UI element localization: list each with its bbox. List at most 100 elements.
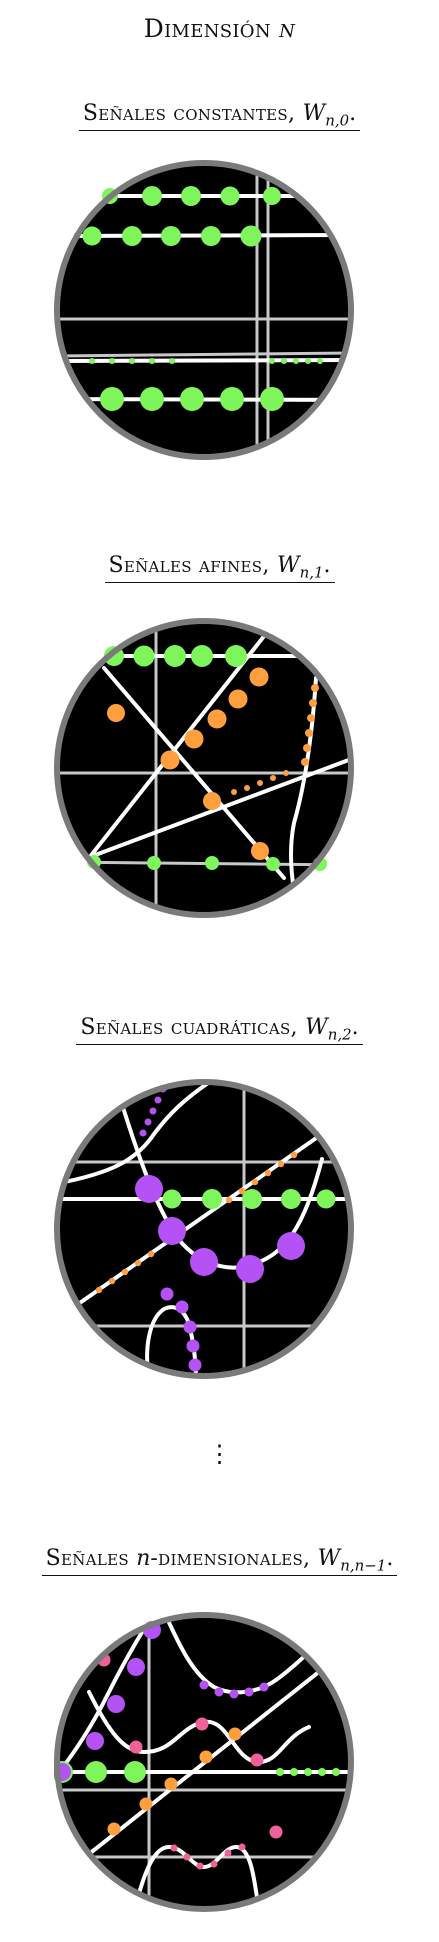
signal-point bbox=[184, 729, 204, 749]
signal-point bbox=[224, 1849, 232, 1857]
ellipsis: ⋮ bbox=[207, 1440, 232, 1468]
signal-point bbox=[317, 358, 323, 364]
signal-point bbox=[257, 780, 263, 786]
purple-signal-points bbox=[135, 1085, 305, 1372]
signal-point bbox=[238, 1187, 246, 1195]
signal-point bbox=[190, 1248, 218, 1276]
signal-point bbox=[164, 1777, 178, 1791]
signal-point bbox=[210, 1860, 218, 1868]
signal-point bbox=[290, 1151, 298, 1159]
section-symbol: W bbox=[305, 1015, 328, 1040]
signal-point bbox=[305, 729, 313, 737]
signal-point bbox=[135, 1175, 163, 1203]
grid-lines bbox=[58, 164, 350, 456]
signal-point bbox=[149, 1107, 157, 1115]
signal-point bbox=[251, 1178, 259, 1186]
signal-point bbox=[191, 645, 213, 667]
section-suffix: . bbox=[323, 553, 331, 578]
section-symbol: W bbox=[317, 1546, 341, 1571]
signal-point bbox=[202, 1189, 222, 1209]
section-symbol: W bbox=[302, 101, 326, 126]
signal-point bbox=[100, 387, 124, 411]
signal-point bbox=[134, 1259, 142, 1267]
signal-point bbox=[240, 225, 262, 247]
signal-point bbox=[250, 1753, 264, 1767]
signal-point bbox=[244, 785, 250, 791]
signal-point bbox=[305, 358, 311, 364]
orange-signal-points bbox=[107, 1727, 242, 1836]
section-subscript: n,1 bbox=[299, 563, 324, 582]
signal-point bbox=[139, 1129, 147, 1137]
signal-point bbox=[199, 1680, 209, 1690]
signal-point bbox=[89, 358, 95, 364]
signal-point bbox=[228, 1727, 242, 1741]
section-title-n-dimensional: Señales n-dimensionales, Wn,n−1. bbox=[0, 1546, 439, 1577]
signal-point bbox=[238, 1843, 246, 1851]
signal-point bbox=[303, 744, 311, 752]
affine-signals-disk bbox=[54, 618, 354, 918]
signal-point bbox=[220, 387, 244, 411]
signal-point bbox=[183, 1853, 191, 1861]
constant-signal-points bbox=[82, 186, 323, 411]
signal-point bbox=[276, 1768, 284, 1776]
signal-point bbox=[229, 1689, 239, 1699]
orange-signal-points bbox=[107, 667, 319, 860]
disk-ring bbox=[54, 160, 354, 460]
signal-point bbox=[196, 1862, 204, 1870]
signal-point bbox=[147, 856, 161, 870]
signal-point bbox=[183, 1320, 197, 1334]
section-label: Señales constantes, bbox=[82, 101, 303, 126]
section-label: Señales bbox=[45, 1546, 137, 1571]
signal-point bbox=[277, 1160, 285, 1168]
signal-point bbox=[109, 358, 115, 364]
signal-point bbox=[283, 770, 289, 776]
section-suffix: . bbox=[349, 101, 357, 126]
signal-point bbox=[144, 1118, 152, 1126]
signal-point bbox=[281, 358, 287, 364]
signal-point bbox=[277, 1232, 305, 1260]
quadratic-signals-disk bbox=[54, 1079, 354, 1379]
signal-point bbox=[133, 645, 155, 667]
section-subscript: n,2 bbox=[327, 1025, 352, 1044]
signal-point bbox=[85, 1761, 107, 1783]
signal-point bbox=[107, 704, 125, 722]
signal-point bbox=[127, 1658, 145, 1676]
signal-point bbox=[236, 1255, 264, 1283]
signal-point bbox=[231, 789, 237, 795]
signal-point bbox=[180, 387, 204, 411]
signal-point bbox=[290, 1768, 298, 1776]
page-title-text: Dimensión bbox=[143, 14, 280, 43]
signal-point bbox=[203, 792, 221, 810]
page-title: Dimensión n bbox=[0, 14, 439, 43]
section-title-affine: Señales afines, Wn,1. bbox=[0, 553, 439, 584]
signal-point bbox=[164, 645, 186, 667]
signal-point bbox=[316, 1189, 336, 1209]
signal-point bbox=[140, 387, 164, 411]
signal-point bbox=[260, 387, 284, 411]
section-title-quadratic: Señales cuadráticas, Wn,2. bbox=[0, 1015, 439, 1046]
signal-point bbox=[154, 1096, 162, 1104]
signal-point bbox=[160, 750, 180, 770]
section-symbol: W bbox=[276, 553, 300, 578]
signal-point bbox=[269, 358, 275, 364]
disk-ring bbox=[54, 1612, 354, 1912]
signal-point bbox=[259, 1682, 269, 1692]
green-signal-points bbox=[162, 1189, 336, 1209]
section-label-rest: -dimensionales, bbox=[150, 1546, 318, 1571]
signal-point bbox=[95, 1286, 103, 1294]
signal-point bbox=[332, 1768, 340, 1776]
section-label-variable: n bbox=[136, 1546, 151, 1571]
section-suffix: . bbox=[351, 1015, 359, 1040]
signal-point bbox=[149, 358, 155, 364]
signal-point bbox=[304, 1768, 312, 1776]
signal-point bbox=[214, 1687, 224, 1697]
signal-point bbox=[129, 1740, 143, 1754]
signal-point bbox=[195, 1717, 209, 1731]
signal-point bbox=[249, 667, 269, 687]
page-title-variable: n bbox=[279, 14, 296, 43]
signal-point bbox=[86, 1732, 104, 1750]
signal-point bbox=[281, 1189, 301, 1209]
signal-point bbox=[121, 1268, 129, 1276]
signal-point bbox=[169, 358, 175, 364]
constant-signals-disk bbox=[54, 160, 354, 460]
